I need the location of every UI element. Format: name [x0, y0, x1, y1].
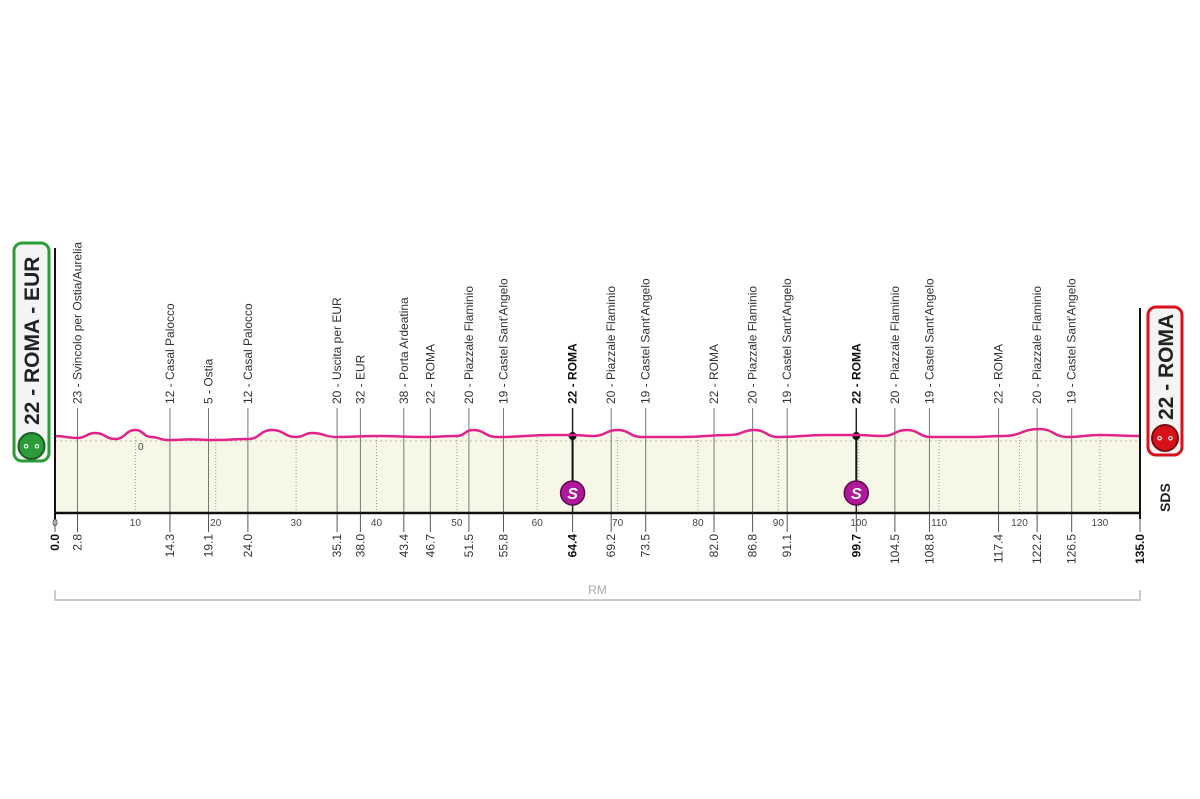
- zero-label: 0: [138, 442, 144, 453]
- cyclist-icon: [1151, 424, 1179, 452]
- waypoint-label: 20 - Piazzale Flaminio: [746, 286, 760, 404]
- x-tick-label: 10: [130, 518, 142, 529]
- x-tick-label: 20: [210, 518, 222, 529]
- x-tick-label: 120: [1011, 518, 1028, 529]
- waypoint-km: 24.0: [241, 534, 255, 558]
- waypoint-km: 38.0: [353, 534, 367, 558]
- waypoint-label: 32 - EUR: [353, 354, 367, 404]
- waypoint-km: 46.7: [423, 534, 437, 558]
- sprint-symbol: S: [851, 486, 862, 503]
- cyclist-glyph: ⚬⚬: [21, 439, 43, 454]
- cyclist-glyph: ⚬⚬: [1154, 431, 1176, 446]
- waypoint-label: 20 - Piazzale Flaminio: [888, 286, 902, 404]
- waypoint-label: 23 - Svincolo per Ostia/Aurelia: [71, 242, 85, 404]
- x-tick-label: 30: [291, 518, 303, 529]
- waypoint-km: 104.5: [888, 534, 902, 564]
- waypoint-km: 69.2: [604, 534, 618, 558]
- cyclist-icon: [17, 432, 46, 460]
- waypoint-km: 73.5: [639, 534, 653, 558]
- waypoint-label: 38 - Porta Ardeatina: [397, 297, 411, 404]
- start-box: [12, 241, 51, 463]
- waypoint-km: 99.7: [849, 534, 863, 558]
- x-tick-label: 100: [850, 518, 867, 529]
- waypoint-km: 126.5: [1065, 534, 1079, 564]
- profile-line: [54, 427, 1141, 442]
- waypoint-km: 55.8: [496, 534, 510, 558]
- waypoint-km: 43.4: [397, 534, 411, 558]
- waypoint-km: 51.5: [462, 534, 476, 558]
- waypoint-km: 2.8: [71, 534, 85, 551]
- waypoint-km: 82.0: [707, 534, 721, 558]
- waypoint-label: 20 - Piazzale Flaminio: [604, 286, 618, 404]
- waypoint-label: 19 - Castel Sant'Angelo: [922, 278, 936, 404]
- waypoint-km: 135.0: [1133, 534, 1147, 564]
- waypoint-label: 12 - Casal Palocco: [163, 303, 177, 404]
- waypoint-label: 20 - Piazzale Flaminio: [462, 286, 476, 404]
- waypoint-label: 22 - ROMA: [566, 343, 580, 404]
- waypoint-label: 12 - Casal Palocco: [241, 303, 255, 404]
- waypoint-label: 5 - Ostia: [202, 358, 216, 404]
- waypoint-label: 19 - Castel Sant'Angelo: [639, 278, 653, 404]
- x-tick-label: 90: [773, 518, 785, 529]
- x-tick-label: 60: [532, 518, 544, 529]
- sds-logo: SDS: [1157, 483, 1173, 512]
- waypoint-km: 86.8: [746, 534, 760, 558]
- waypoint-km: 122.2: [1030, 534, 1044, 564]
- waypoint-label: 22 - ROMA: [423, 344, 437, 404]
- waypoint-km: 108.8: [922, 534, 936, 564]
- footer-bracket: [54, 590, 1141, 601]
- waypoint-label: 20 - Piazzale Flaminio: [1030, 286, 1044, 404]
- waypoint-km: 64.4: [566, 534, 580, 558]
- waypoint-label: 19 - Castel Sant'Angelo: [780, 278, 794, 404]
- profile-area: [55, 429, 1140, 513]
- start-label: 22 - ROMA - EUR: [21, 257, 44, 425]
- waypoint-label: 20 - Uscita per EUR: [330, 297, 344, 404]
- x-tick-label: 130: [1091, 518, 1108, 529]
- sprint-s-icon: [559, 480, 586, 506]
- x-tick-label: 110: [931, 518, 947, 529]
- x-tick-label: 40: [371, 518, 383, 529]
- waypoint-label: 19 - Castel Sant'Angelo: [1065, 278, 1079, 404]
- waypoint-label: 19 - Castel Sant'Angelo: [496, 278, 510, 404]
- waypoint-km: 0.0: [48, 534, 62, 551]
- waypoint-km: 35.1: [330, 534, 344, 558]
- waypoint-label: 22 - ROMA: [992, 344, 1006, 404]
- x-tick-label: 80: [692, 518, 704, 529]
- x-tick-label: 50: [451, 518, 463, 529]
- waypoint-km: 91.1: [780, 534, 794, 558]
- footer-label: RM: [588, 583, 607, 597]
- waypoint-km: 19.1: [202, 534, 216, 558]
- waypoint-km: 14.3: [163, 534, 177, 558]
- x-tick-label: 70: [612, 518, 624, 529]
- finish-box: [1146, 305, 1184, 457]
- waypoint-km: 117.4: [992, 534, 1006, 563]
- waypoint-label: 22 - ROMA: [707, 344, 721, 404]
- waypoint-label: 22 - ROMA: [849, 343, 863, 404]
- finish-label: 22 - ROMA: [1155, 314, 1178, 420]
- sprint-symbol: S: [567, 486, 578, 503]
- sprint-s-icon: [843, 480, 870, 506]
